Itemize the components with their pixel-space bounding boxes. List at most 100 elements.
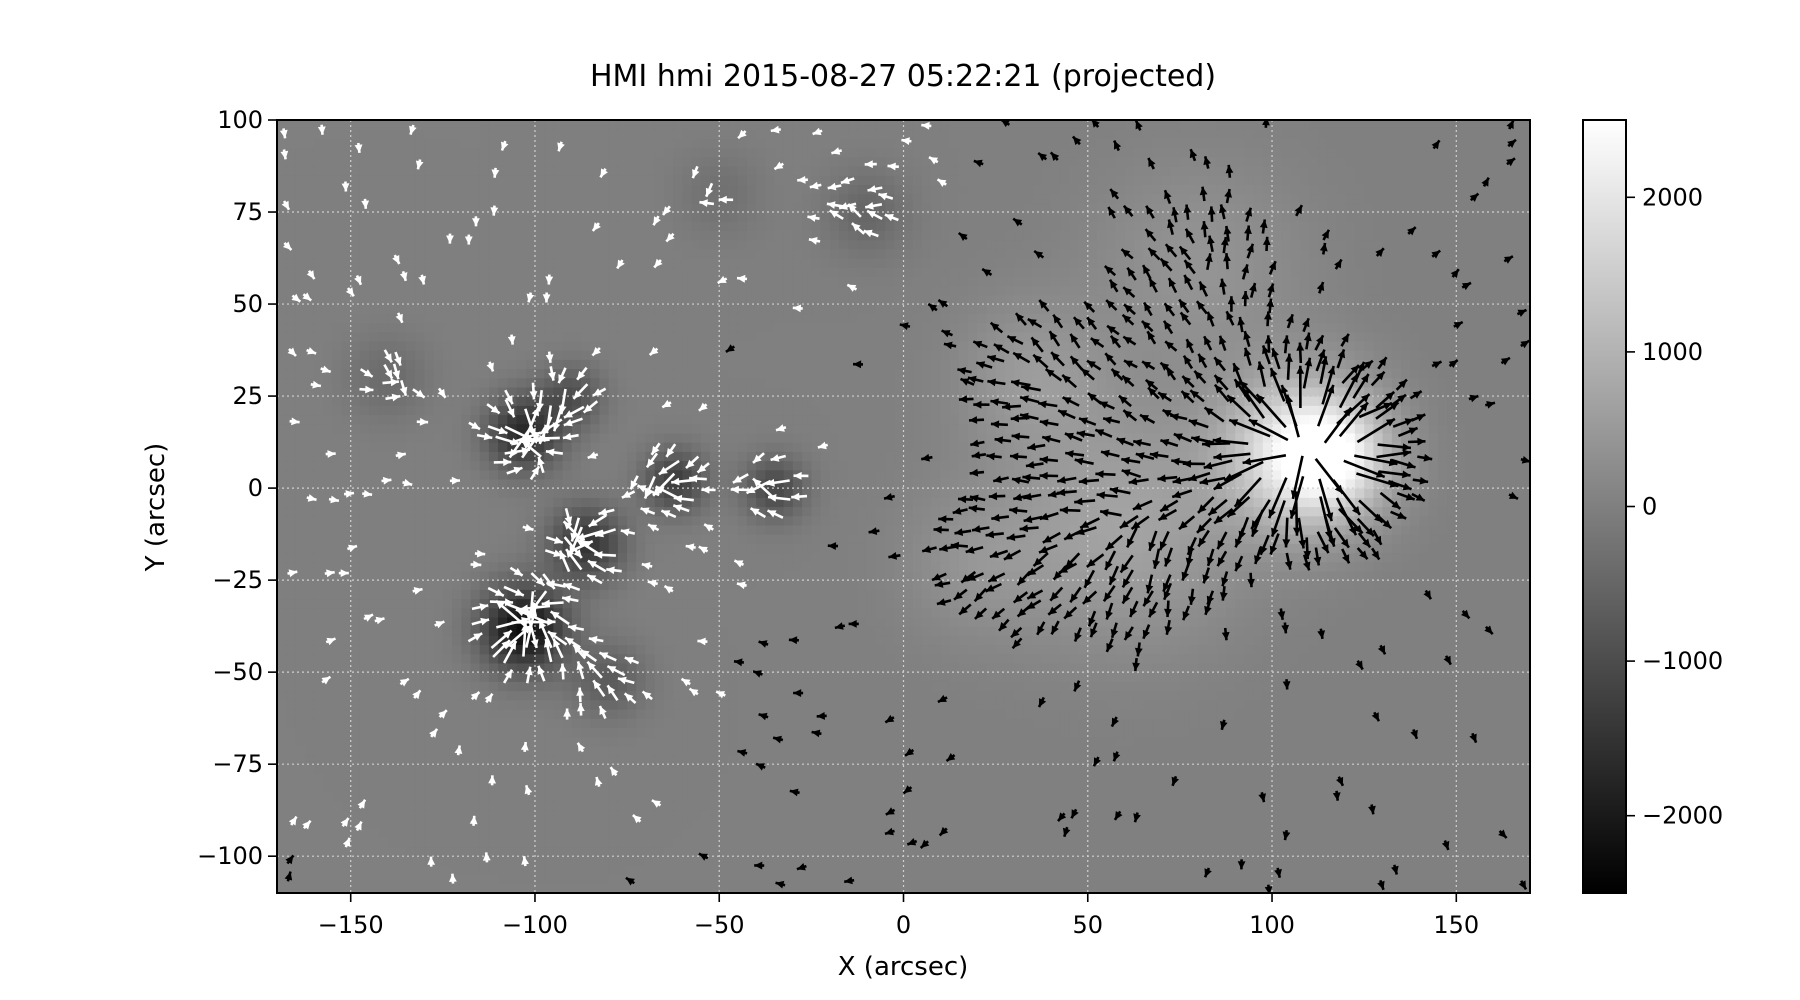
heatmap-cell [544, 294, 554, 305]
heatmap-cell [571, 727, 582, 738]
heatmap-cell [737, 120, 748, 130]
heatmap-cell [406, 414, 416, 425]
heatmap-cell [507, 782, 518, 793]
heatmap-cell [295, 184, 306, 195]
heatmap-cell [415, 313, 425, 324]
heatmap-cell [470, 718, 481, 728]
heatmap-cell [277, 460, 287, 471]
heatmap-cell [479, 782, 490, 793]
heatmap-cell [304, 662, 315, 673]
heatmap-cell [654, 405, 665, 416]
heatmap-cell [682, 497, 693, 508]
heatmap-cell [516, 653, 527, 664]
heatmap-cell [802, 653, 812, 664]
heatmap-cell [313, 699, 324, 710]
heatmap-cell [516, 340, 527, 351]
heatmap-cell [599, 524, 610, 535]
heatmap-cell [811, 607, 822, 618]
heatmap-cell [774, 175, 785, 185]
heatmap-cell [332, 580, 343, 590]
heatmap-cell [682, 828, 693, 839]
heatmap-cell [535, 718, 545, 728]
heatmap-cell [756, 331, 766, 342]
heatmap-cell [498, 322, 508, 333]
heatmap-cell [700, 230, 711, 241]
heatmap-cell [332, 653, 343, 664]
heatmap-cell [719, 644, 729, 655]
heatmap-cell [286, 313, 296, 324]
heatmap-cell [415, 653, 425, 664]
heatmap-cell [700, 138, 711, 149]
heatmap-cell [396, 267, 407, 277]
heatmap-cell [636, 377, 647, 388]
heatmap-cell [415, 856, 425, 866]
heatmap-cell [470, 120, 481, 130]
heatmap-cell [700, 699, 711, 710]
heatmap-cell [452, 801, 462, 811]
heatmap-cell [516, 727, 527, 738]
heatmap-cell [645, 883, 656, 893]
heatmap-cell [664, 147, 674, 158]
heatmap-cell [433, 285, 444, 296]
heatmap-cell [710, 690, 720, 701]
heatmap-cell [553, 773, 564, 784]
heatmap-cell [562, 764, 573, 774]
heatmap-cell [627, 662, 637, 673]
heatmap-cell [535, 709, 545, 719]
heatmap-cell [415, 331, 425, 342]
heatmap-cell [562, 819, 573, 830]
heatmap-cell [811, 258, 822, 268]
heatmap-cell [369, 377, 379, 388]
heatmap-cell [369, 727, 379, 738]
heatmap-cell [571, 340, 582, 351]
heatmap-cell [608, 368, 619, 379]
heatmap-cell [535, 129, 545, 139]
heatmap-cell [406, 230, 416, 241]
heatmap-cell [332, 460, 343, 471]
heatmap-cell [710, 865, 720, 876]
heatmap-cell [452, 469, 462, 480]
heatmap-cell [590, 837, 601, 848]
heatmap-cell [488, 644, 499, 655]
heatmap-cell [406, 570, 416, 581]
heatmap-cell [286, 239, 296, 250]
heatmap-cell [608, 791, 619, 802]
heatmap-cell [350, 258, 361, 268]
heatmap-cell [295, 819, 306, 830]
heatmap-cell [562, 156, 573, 167]
heatmap-cell [479, 497, 490, 508]
heatmap-cell [313, 359, 324, 370]
heatmap-cell [488, 745, 499, 756]
heatmap-cell [535, 883, 545, 893]
heatmap-cell [304, 276, 315, 287]
heatmap-cell [590, 156, 601, 167]
heatmap-cell [590, 350, 601, 360]
heatmap-cell [452, 120, 462, 130]
heatmap-cell [479, 469, 490, 480]
heatmap-cell [304, 359, 315, 370]
heatmap-cell [442, 598, 453, 609]
heatmap-cell [488, 515, 499, 526]
heatmap-cell [516, 285, 527, 296]
heatmap-cell [461, 276, 472, 287]
heatmap-cell [553, 175, 564, 185]
heatmap-cell [673, 865, 683, 876]
heatmap-cell [627, 423, 637, 434]
heatmap-cell [535, 313, 545, 324]
heatmap-cell [581, 865, 591, 876]
heatmap-cell [802, 184, 812, 195]
heatmap-cell [323, 745, 333, 756]
heatmap-cell [470, 847, 481, 857]
heatmap-cell [332, 819, 343, 830]
heatmap-cell [442, 616, 453, 627]
heatmap-cell [544, 138, 554, 149]
heatmap-cell [664, 294, 674, 305]
heatmap-cell [719, 488, 729, 498]
heatmap-cell [802, 580, 812, 590]
heatmap-cell [792, 368, 803, 379]
heatmap-cell [682, 690, 693, 701]
heatmap-cell [452, 331, 462, 342]
heatmap-cell [802, 727, 812, 738]
heatmap-cell [691, 414, 702, 425]
heatmap-cell [498, 212, 508, 222]
